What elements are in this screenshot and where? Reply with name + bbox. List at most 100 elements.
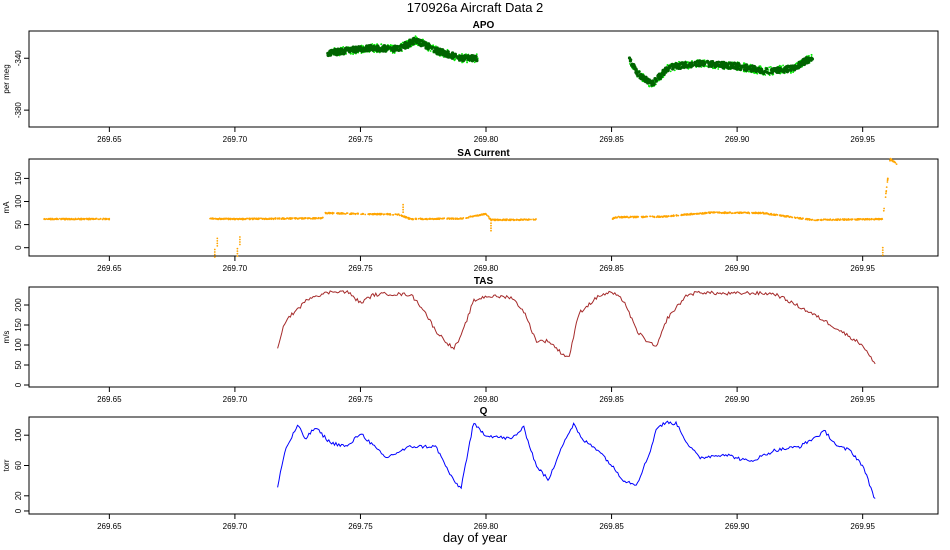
data-point	[753, 212, 756, 215]
data-point	[225, 217, 228, 220]
data-point	[671, 67, 675, 71]
data-point	[717, 68, 720, 70]
data-point	[304, 217, 307, 219]
data-point	[503, 218, 505, 221]
data-point	[885, 190, 888, 193]
data-point	[831, 219, 833, 222]
data-point	[278, 218, 281, 220]
data-point	[475, 53, 478, 56]
data-point	[884, 196, 887, 199]
data-point	[883, 207, 885, 210]
data-point	[414, 217, 417, 220]
data-point	[418, 39, 422, 43]
data-point	[779, 214, 782, 217]
data-point	[479, 214, 482, 217]
data-point	[637, 70, 641, 74]
x-tick-label: 269.95	[850, 135, 875, 144]
data-point	[216, 240, 219, 242]
data-point	[257, 218, 259, 221]
data-point	[734, 211, 736, 214]
data-point	[276, 218, 279, 220]
data-point	[253, 217, 256, 220]
data-point	[646, 215, 649, 218]
data-point	[447, 55, 451, 59]
y-axis-label: per meg	[2, 64, 11, 93]
data-point	[690, 212, 693, 215]
data-point	[868, 218, 871, 220]
data-point	[280, 218, 283, 221]
data-point	[519, 218, 522, 221]
data-point	[734, 62, 738, 66]
data-point	[785, 215, 788, 218]
data-point	[709, 60, 713, 64]
data-point	[380, 43, 382, 46]
data-point	[628, 59, 633, 63]
data-point	[670, 215, 672, 218]
data-point	[490, 229, 492, 232]
data-point	[461, 53, 463, 55]
data-point	[628, 216, 631, 219]
data-point	[872, 218, 875, 221]
data-point	[448, 218, 451, 221]
data-point	[701, 212, 704, 215]
data-point	[688, 61, 692, 65]
data-point	[866, 218, 869, 221]
data-point	[431, 217, 434, 220]
data-point	[424, 218, 427, 220]
data-point	[754, 69, 758, 74]
data-point	[369, 213, 372, 215]
data-point	[671, 63, 675, 67]
data-point	[236, 247, 239, 250]
data-point	[817, 219, 819, 221]
data-point	[659, 75, 664, 79]
x-tick-label: 269.80	[474, 395, 499, 404]
data-point	[404, 215, 407, 218]
data-point	[840, 218, 842, 221]
data-point	[654, 78, 659, 82]
x-tick-label: 269.70	[223, 395, 248, 404]
y-tick-label: 20	[14, 491, 23, 500]
data-point	[705, 212, 708, 214]
data-point	[433, 217, 436, 220]
data-point	[260, 217, 263, 220]
series-line	[277, 420, 876, 499]
data-point	[414, 35, 417, 38]
data-point	[342, 51, 346, 55]
x-tick-label: 269.95	[850, 264, 875, 273]
data-point	[350, 46, 354, 51]
data-point	[721, 66, 725, 70]
data-point	[763, 212, 765, 215]
data-point	[337, 212, 339, 215]
data-point	[211, 218, 213, 220]
data-point	[497, 219, 500, 222]
data-point	[485, 213, 487, 216]
data-point	[334, 50, 339, 54]
panel-title: Q	[480, 406, 488, 417]
data-point	[43, 218, 46, 221]
data-point	[265, 218, 268, 221]
data-point	[469, 55, 473, 59]
data-point	[704, 211, 706, 214]
data-point	[750, 69, 754, 73]
data-point	[458, 58, 462, 62]
y-tick-label: 150	[14, 171, 23, 185]
data-point	[810, 218, 813, 221]
data-point	[382, 44, 386, 48]
data-point	[365, 44, 369, 48]
data-point	[730, 66, 734, 70]
data-point	[322, 216, 324, 219]
x-tick-label: 269.75	[348, 522, 373, 531]
x-tick-label: 269.65	[97, 264, 122, 273]
data-point	[881, 249, 884, 252]
data-point	[653, 215, 656, 218]
x-tick-label: 269.85	[599, 264, 624, 273]
data-point	[418, 43, 422, 47]
data-point	[784, 65, 788, 69]
data-point	[728, 211, 730, 214]
y-tick-label: 50	[14, 220, 23, 229]
data-point	[101, 218, 104, 221]
data-point	[362, 213, 364, 216]
data-point	[738, 67, 742, 71]
data-point	[95, 217, 98, 220]
data-point	[695, 59, 700, 64]
